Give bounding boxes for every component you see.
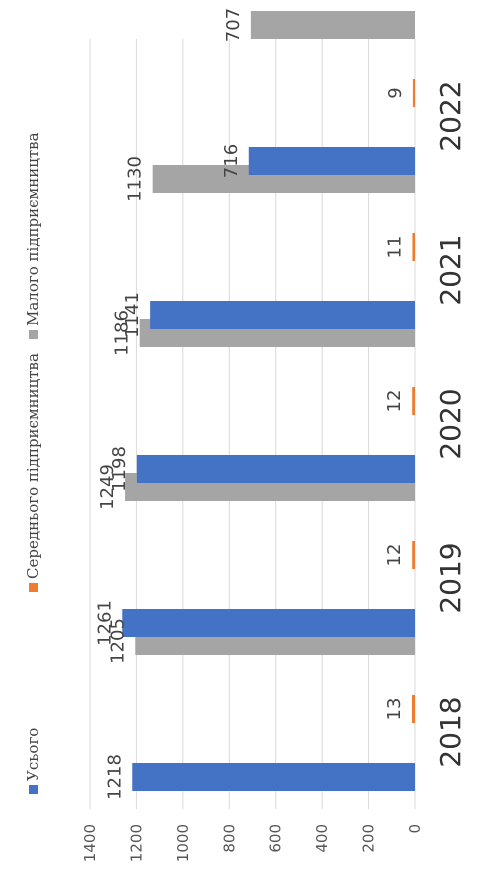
value-axis-ticks: 0 200 400 600 800 1000 1200 1400 [81,824,424,862]
data-label: 1141 [122,292,143,338]
bar [412,79,415,107]
legend: Усього Середнього підприємництва Малого пі… [24,132,42,794]
value-tick-label: 1000 [174,824,192,862]
bar [412,541,416,569]
bar [136,455,415,483]
data-label: 1186 [112,310,133,356]
bar [412,387,416,415]
data-label: 12 [384,544,405,567]
bar [411,695,416,723]
category-label: 2020 [434,388,467,459]
data-label: 1130 [125,156,146,202]
value-tick-label: 1200 [127,824,145,862]
bar [122,609,416,637]
value-tick-label: 400 [313,824,331,853]
legend-swatch [29,785,38,794]
legend-label: Усього [24,728,42,781]
category-label: 2019 [434,542,467,613]
bar [250,11,415,39]
data-label: 1249 [97,464,118,510]
bar [150,301,415,329]
data-label: 1218 [104,754,125,800]
category-labels: 2018 2019 2020 2021 2022 [434,80,467,767]
category-label: 2021 [434,234,467,305]
bar [248,147,415,175]
value-tick-label: 1400 [81,824,99,862]
bar [412,233,416,261]
data-label: 707 [223,8,244,42]
legend-label: Середнього підприємництва [24,353,42,579]
legend-swatch [29,583,38,592]
data-label: 1198 [109,446,130,492]
data-label: 716 [221,144,242,178]
data-label: 12 [384,390,405,413]
data-label: 1261 [94,600,115,646]
data-label: 13 [384,698,405,721]
value-tick-label: 600 [267,824,285,853]
value-tick-label: 0 [406,824,424,834]
category-label: 2018 [434,696,467,767]
category-label: 2022 [434,80,467,151]
legend-label: Малого підприємництва [24,132,42,326]
legend-swatch [29,330,38,339]
data-label: 11 [384,236,405,259]
gridlines [89,39,416,809]
bar [132,763,415,791]
value-tick-label: 800 [220,824,238,853]
data-label: 9 [385,87,406,98]
data-label: 1205 [107,618,128,664]
value-tick-label: 200 [360,824,378,853]
bars [122,11,416,791]
